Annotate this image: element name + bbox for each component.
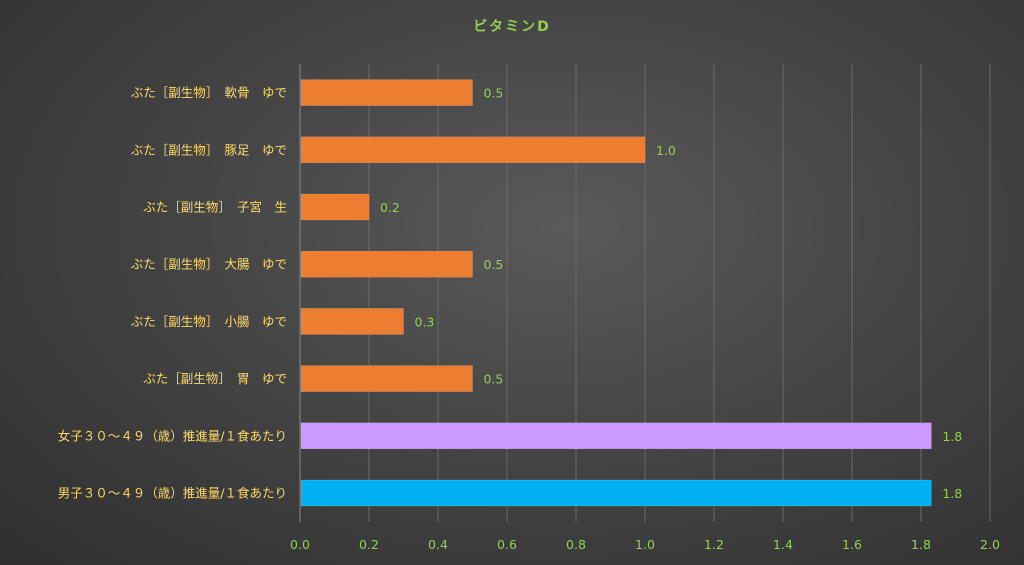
category-label: ぶた［副生物］ 小腸 ゆで	[131, 314, 287, 329]
value-label: 0.2	[380, 200, 400, 215]
category-label: ぶた［副生物］ 胃 ゆで	[143, 371, 287, 386]
x-tick-labels: 0.0 0.2 0.4 0.6 0.8 1.0 1.2 1.4 1.6 1.8 2.0	[290, 537, 1000, 552]
value-label: 0.5	[484, 372, 504, 387]
chart-title: ビタミンD	[473, 19, 551, 35]
value-label: 1.0	[656, 143, 676, 158]
bar	[300, 422, 932, 450]
bar	[300, 136, 646, 164]
value-label: 0.3	[415, 314, 435, 329]
bar	[300, 308, 404, 335]
value-labels: 0.5 1.0 0.2 0.5 0.3 0.5 1.8 1.8	[380, 86, 962, 501]
value-label: 1.8	[942, 429, 962, 444]
category-label: 女子３０～４９（歳）推進量/１食あたり	[58, 428, 287, 443]
bar	[300, 250, 473, 278]
x-tick-label: 0.2	[359, 537, 379, 552]
bar	[300, 193, 370, 221]
value-label: 1.8	[942, 486, 962, 501]
x-tick-label: 0.0	[290, 537, 310, 552]
category-label: 男子３０～４９（歳）推進量/１食あたり	[58, 486, 287, 501]
x-tick-label: 0.8	[566, 537, 586, 552]
category-label: ぶた［副生物］ 軟骨 ゆで	[131, 85, 287, 100]
value-label: 0.5	[484, 257, 504, 272]
x-tick-label: 2.0	[980, 537, 1000, 552]
bar	[300, 79, 473, 106]
x-tick-label: 1.4	[773, 537, 793, 552]
grid-lines	[299, 64, 991, 522]
x-tick-label: 0.4	[428, 537, 448, 552]
category-label: ぶた［副生物］ 豚足 ゆで	[131, 142, 287, 157]
bars	[300, 79, 932, 507]
value-label: 0.5	[484, 86, 504, 101]
x-tick-label: 0.6	[497, 537, 517, 552]
x-tick-label: 1.0	[635, 537, 655, 552]
x-tick-label: 1.8	[911, 537, 931, 552]
bar	[300, 479, 932, 507]
bar	[300, 365, 473, 392]
x-tick-label: 1.6	[842, 537, 862, 552]
category-label: ぶた［副生物］ 子宮 生	[143, 200, 287, 215]
x-tick-label: 1.2	[704, 537, 724, 552]
category-label: ぶた［副生物］ 大腸 ゆで	[131, 257, 287, 272]
